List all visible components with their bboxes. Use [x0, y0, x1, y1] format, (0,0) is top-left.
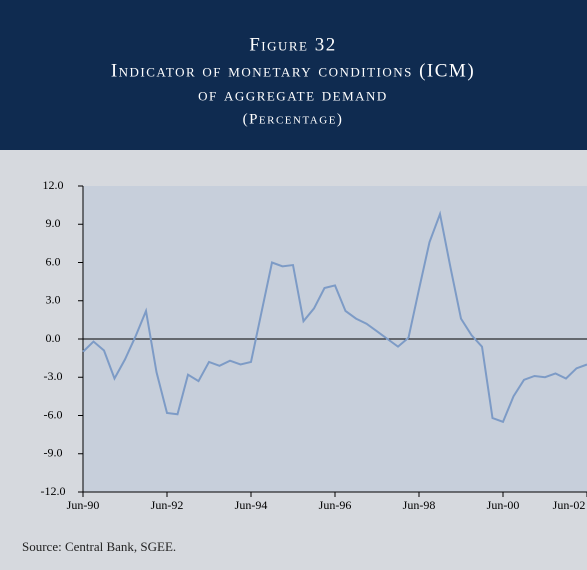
y-tick-label: -9.0	[44, 446, 63, 460]
chart-title: Indicator of monetary conditions (ICM)	[111, 60, 475, 81]
y-tick-label: 12.0	[43, 178, 64, 192]
x-tick-label: Jun-98	[403, 498, 436, 512]
x-tick-label: Jun-00	[487, 498, 520, 512]
y-tick-label: 9.0	[46, 216, 61, 230]
x-tick-label: Jun-92	[151, 498, 184, 512]
x-tick-label: Jun-94	[235, 498, 268, 512]
y-tick-label: 3.0	[46, 293, 61, 307]
header	[0, 0, 587, 150]
data-line	[82, 210, 587, 424]
y-tick-label: -3.0	[44, 369, 63, 383]
chart-title: of aggregate demand	[198, 84, 388, 105]
x-tick-label: Jun-02	[553, 498, 586, 512]
y-tick-label: -6.0	[44, 407, 63, 421]
x-tick-label: Jun-90	[67, 498, 100, 512]
y-tick-label: 6.0	[46, 254, 61, 268]
source: Source: Central Bank, SGEE.	[22, 539, 176, 554]
chart-title: Figure 32	[249, 34, 337, 55]
y-tick-label: -12.0	[41, 484, 66, 498]
y-tick-label: 0.0	[46, 331, 61, 345]
chart-subtitle: (Percentage)	[243, 111, 344, 127]
x-tick-label: Jun-96	[319, 498, 352, 512]
